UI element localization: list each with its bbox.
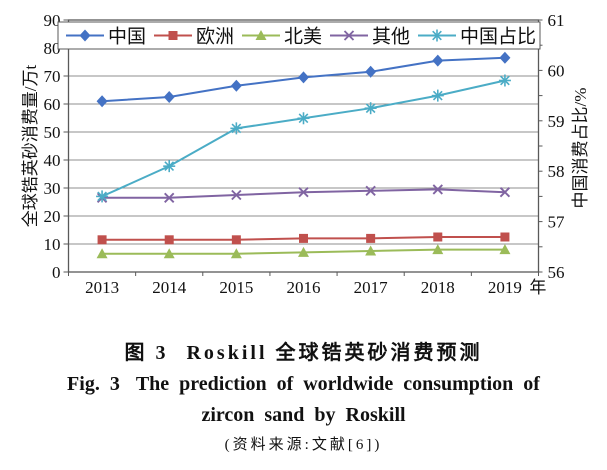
triangle-marker [230,248,242,259]
figure-number-zh: 图 3 [124,342,169,364]
y-left-tick-label: 10 [44,235,61,254]
diamond-marker [432,54,444,67]
diamond-marker [365,65,377,78]
series-北美 [96,244,511,259]
y-right-tick-label: 59 [548,112,565,131]
y-right-tick-label: 56 [548,263,565,282]
series-其他 [96,184,511,203]
series-中国占比 [96,74,511,203]
x-axis-unit: 年 [529,278,546,297]
x-axis: 2013 2014 2015 2016 2017 2018 2019 年 [68,272,546,297]
y-left-tick-label: 80 [44,39,61,58]
right-axis-title: 中国消费占比/% [571,88,590,209]
legend-item-欧洲: 欧洲 [154,26,234,48]
figure-caption: 图 3 Roskill 全球锆英砂消费预测 Fig. 3 The predict… [0,317,607,456]
triangle-marker [255,30,267,40]
y-right-tick-label: 57 [548,213,566,232]
square-marker [366,233,376,243]
left-axis-title: 全球锆英砂消费量/万t [21,65,40,228]
y-left-tick-label: 40 [44,151,61,170]
x-marker [164,192,175,203]
legend-label: 北美 [284,26,322,48]
caption-en-line2: zircon sand by Roskill [0,403,607,427]
asterisk-marker [431,89,444,102]
x-marker [343,30,355,41]
legend-item-中国: 中国 [66,26,146,48]
x-tick-label: 2015 [219,278,253,297]
series-欧洲 [97,232,510,245]
series-中国 [96,51,511,108]
asterisk-marker [230,122,243,135]
asterisk-marker [364,102,377,115]
legend-box [57,21,541,50]
x-marker [499,187,511,198]
square-marker [500,232,510,242]
legend-item-北美: 北美 [242,26,322,48]
diamond-marker [79,29,91,42]
asterisk-marker [163,160,176,173]
y-left-tick-label: 60 [44,95,61,114]
figure-title-en-line1: The prediction of worldwide consumption … [135,373,540,395]
legend: 中国 欧洲 北美 其他 中国占比 [57,21,541,50]
x-tick-label: 2013 [85,278,119,297]
figure-source: (资料来源:文献[6]) [224,437,383,453]
y-right-tick-label: 60 [548,61,565,80]
figure-3: 0 10 20 30 40 50 60 70 80 90 全球锆英砂消费量/万t 56 57 58 59 60… [0,11,607,456]
triangle-marker [432,244,444,255]
diamond-marker [163,91,175,103]
triangle-marker [96,248,108,259]
y-right-tick-label: 58 [548,162,565,181]
x-marker [231,189,242,201]
diamond-marker [499,51,511,64]
zircon-consumption-line-chart: 0 10 20 30 40 50 60 70 80 90 全球锆英砂消费量/万t 56 57 58 59 60… [21,11,590,297]
legend-label: 中国占比 [460,26,536,48]
y-left-tick-label: 50 [44,123,61,142]
y-left-tick-label: 70 [44,67,61,86]
caption-zh: 图 3 Roskill 全球锆英砂消费预测 [0,341,607,365]
legend-label: 中国 [108,26,146,48]
square-marker [164,235,174,245]
legend-item-其他: 其他 [330,26,410,48]
y-left-tick-label: 30 [44,179,61,198]
asterisk-marker [96,190,109,203]
x-tick-label: 2018 [421,278,455,297]
figure-title-en-line2: zircon sand by Roskill [201,404,406,426]
gridlines [68,47,539,245]
figure-number-en: Fig. 3 [67,373,120,395]
square-marker [168,31,178,40]
y-right-tick-label: 61 [548,11,565,30]
x-tick-label: 2016 [287,278,321,297]
asterisk-marker [498,74,511,87]
x-tick-label: 2019 [488,278,522,297]
y-axis-right: 56 57 58 59 60 61 中国消费占比/% [538,11,590,282]
diamond-marker [298,71,309,84]
asterisk-marker [297,112,310,125]
diamond-marker [96,95,108,108]
x-tick-label: 2017 [354,278,389,297]
triangle-marker [365,245,377,256]
caption-en-line1: Fig. 3 The prediction of worldwide consu… [0,372,607,396]
square-marker [97,235,107,245]
triangle-marker [163,248,175,259]
legend-item-中国占比: 中国占比 [418,26,536,48]
asterisk-marker [431,29,443,42]
square-marker [299,233,308,243]
y-left-tick-label: 20 [44,207,61,226]
diamond-marker [230,79,242,92]
y-left-tick-label: 90 [44,11,61,30]
triangle-marker [499,244,511,255]
x-marker [432,184,443,195]
square-marker [231,235,241,245]
triangle-marker [298,246,309,257]
legend-label: 其他 [372,26,410,48]
legend-label: 欧洲 [196,26,234,48]
x-marker [298,187,309,198]
y-axis-left: 0 10 20 30 40 50 60 70 80 90 全球锆英砂消费量/万t [21,11,69,282]
figure-title-zh: Roskill 全球锆英砂消费预测 [186,342,483,364]
x-tick-label: 2014 [152,278,187,297]
square-marker [433,232,443,242]
y-left-tick-label: 0 [52,263,61,282]
x-marker [365,185,376,196]
